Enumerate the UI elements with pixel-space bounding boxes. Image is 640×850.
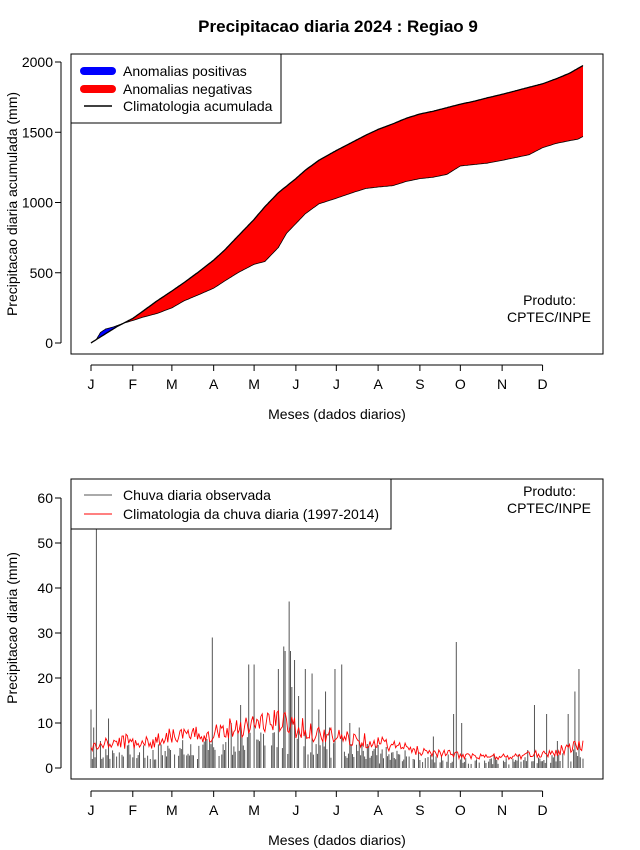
daily-xtick-label: J <box>292 802 299 818</box>
cumulative-credit-line2: CPTEC/INPE <box>507 309 591 325</box>
legend-observed-label: Chuva diaria observada <box>123 487 271 503</box>
cumulative-credit-line1: Produto: <box>523 292 576 308</box>
daily-xtick-label: A <box>209 802 219 818</box>
daily-xtick-label: J <box>333 802 340 818</box>
cumulative-ytick-label: 500 <box>30 265 54 281</box>
daily-credit-line2: CPTEC/INPE <box>507 500 591 516</box>
cumulative-legend: Anomalias positivas Anomalias negativas … <box>70 53 282 124</box>
cumulative-xtick-label: O <box>455 376 466 392</box>
cumulative-xtick-label: J <box>292 376 299 392</box>
cumulative-chart: 0 500 1000 1500 2000 J F M A M J J A S O N D Meses (dad… <box>4 53 604 422</box>
daily-xtick-label: J <box>88 802 95 818</box>
figure-title: Precipitacao diaria 2024 : Regiao 9 <box>198 17 478 36</box>
legend-negative-label: Anomalias negativas <box>123 81 252 97</box>
cumulative-xtick-label: F <box>129 376 138 392</box>
cumulative-ytick-label: 2000 <box>22 54 53 70</box>
daily-xtick-label: O <box>455 802 466 818</box>
cumulative-xtick-label: J <box>88 376 95 392</box>
cumulative-xtick-label: M <box>166 376 178 392</box>
daily-ytick-label: 30 <box>37 625 53 641</box>
cumulative-x-label: Meses (dados diarios) <box>268 406 406 422</box>
daily-climatology-line <box>90 709 584 761</box>
legend-daily-climatology-label: Climatologia da chuva diaria (1997-2014) <box>123 506 379 522</box>
cumulative-plot-frame <box>70 53 604 355</box>
cumulative-ytick-label: 1500 <box>22 124 53 140</box>
cumulative-y-label: Precipitacao diaria acumulada (mm) <box>4 92 20 316</box>
daily-xtick-label: D <box>537 802 547 818</box>
cumulative-xtick-label: D <box>537 376 547 392</box>
daily-xtick-label: F <box>129 802 138 818</box>
cumulative-xtick-label: N <box>497 376 507 392</box>
daily-xtick-label: M <box>166 802 178 818</box>
cumulative-negative-fill <box>91 65 584 343</box>
cumulative-xtick-label: A <box>373 376 383 392</box>
daily-legend: Chuva diaria observada Climatologia da c… <box>70 478 392 530</box>
daily-ytick-label: 20 <box>37 670 53 686</box>
daily-xtick-label: N <box>497 802 507 818</box>
cumulative-observed-line <box>90 136 584 344</box>
cumulative-y-axis: 0 500 1000 1500 2000 <box>22 54 62 351</box>
daily-ytick-label: 0 <box>45 760 53 776</box>
cumulative-xtick-label: M <box>248 376 260 392</box>
daily-observed-bars <box>90 529 584 768</box>
cumulative-climatology-line <box>90 64 584 344</box>
daily-y-label: Precipitacao diaria (mm) <box>4 552 20 704</box>
cumulative-xtick-label: J <box>333 376 340 392</box>
daily-credit-line1: Produto: <box>523 483 576 499</box>
cumulative-ytick-label: 1000 <box>22 195 53 211</box>
daily-y-axis: 0 10 20 30 40 50 60 <box>37 490 62 776</box>
cumulative-ytick-label: 0 <box>45 335 53 351</box>
legend-positive-label: Anomalias positivas <box>123 63 247 79</box>
daily-xtick-label: M <box>248 802 260 818</box>
daily-x-label: Meses (dados diarios) <box>268 832 406 848</box>
daily-ytick-label: 40 <box>37 580 53 596</box>
daily-xtick-label: A <box>373 802 383 818</box>
daily-chart: 0 10 20 30 40 50 60 J F M A M J J A S O N D Meses (dados … <box>4 478 604 848</box>
daily-ytick-label: 60 <box>37 490 53 506</box>
daily-legend-box <box>70 478 392 530</box>
cumulative-xtick-label: S <box>415 376 424 392</box>
cumulative-xtick-label: A <box>209 376 219 392</box>
daily-xtick-label: S <box>415 802 424 818</box>
legend-climatology-label: Climatologia acumulada <box>123 98 273 114</box>
daily-ytick-label: 10 <box>37 715 53 731</box>
daily-ytick-label: 50 <box>37 535 53 551</box>
